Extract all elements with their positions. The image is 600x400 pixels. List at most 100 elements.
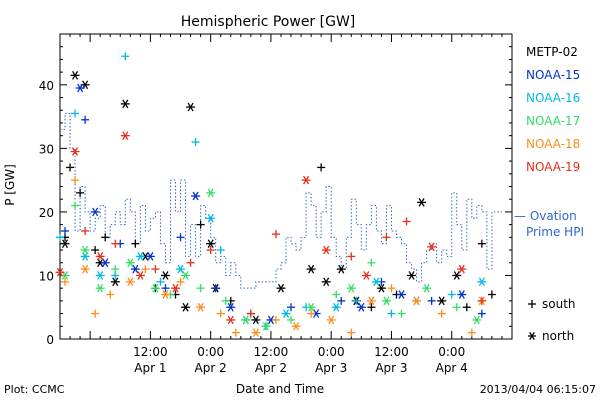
data-point-south [196, 284, 205, 293]
data-point-south [447, 290, 456, 299]
data-point-north [321, 277, 331, 287]
data-point-south [367, 303, 376, 312]
data-point-north [306, 302, 316, 312]
data-point-north [120, 99, 130, 109]
x-tick-date-label: Apr 4 [436, 361, 468, 375]
data-point-north [70, 70, 80, 80]
data-point-north [55, 267, 65, 277]
ovation-line [60, 112, 502, 289]
data-point-north [477, 277, 487, 287]
data-point-south [487, 290, 496, 299]
data-point-south [347, 328, 356, 337]
legend-ovation-line1: — Ovation [514, 209, 577, 223]
data-point-south [477, 239, 486, 248]
data-point-south [76, 188, 85, 197]
x-tick-time-label: 0:00 [318, 345, 345, 359]
data-point-north [397, 290, 407, 299]
data-point-south [81, 226, 90, 235]
data-point-north [60, 239, 70, 249]
data-point-north [346, 283, 356, 293]
chart-title: Hemispheric Power [GW] [181, 14, 356, 30]
data-point-north [457, 264, 467, 274]
data-point-south [56, 233, 64, 242]
data-point-north [206, 239, 216, 249]
y-axis: 0 10 20 30 40 [39, 33, 512, 347]
data-point-north [80, 245, 90, 255]
x-tick-time-label: 0:00 [197, 345, 224, 359]
data-point-north [412, 296, 422, 306]
data-point-north [135, 271, 145, 280]
data-point-north [196, 302, 206, 312]
x-tick-time-label: 12:00 [374, 345, 409, 359]
data-point-north [150, 283, 160, 293]
data-point-north [291, 321, 301, 331]
data-point-north [145, 252, 155, 261]
data-point-north [75, 83, 85, 93]
data-point-north [120, 131, 130, 141]
data-point-south [91, 309, 100, 318]
data-point-north [206, 188, 216, 198]
data-point-north [171, 283, 181, 293]
x-axis: 12:00 Apr 1 0:00 Apr 2 12:00 Apr 2 0:00 Apr 3 12… [59, 34, 513, 375]
legend-ovation-line2: Prime HPI [526, 225, 584, 239]
x-tick-date-label: Apr 3 [375, 361, 407, 375]
data-point-south [61, 277, 70, 286]
data-point-south [196, 220, 205, 229]
data-point-south [176, 277, 185, 286]
legend-entry: NOAA-19 [526, 160, 580, 174]
data-point-north [191, 191, 201, 201]
data-point-north [80, 264, 90, 274]
data-point-south [387, 284, 396, 293]
y-tick-label: 30 [39, 142, 54, 156]
data-point-north [422, 283, 432, 293]
data-point-south [287, 315, 296, 324]
data-point-north [226, 315, 236, 325]
data-point-north [251, 315, 261, 325]
legend-entry: NOAA-16 [526, 91, 580, 105]
legend-entry: METP-02 [526, 45, 578, 59]
plot-credit: Plot: CCMC [4, 383, 65, 396]
data-point-north [241, 315, 251, 325]
data-point-south [337, 296, 346, 305]
data-point-south [402, 217, 411, 226]
legend: METP-02 NOAA-15 NOAA-16 NOAA-17 NOAA-18 NOAA-… [514, 45, 584, 343]
data-point-south [121, 52, 130, 61]
data-points [55, 52, 496, 337]
data-point-south [477, 309, 486, 318]
data-point-north [376, 283, 386, 293]
data-point-north [427, 242, 437, 252]
data-point-north [181, 271, 191, 280]
marker-legend-label: south [542, 297, 576, 311]
data-point-north [276, 283, 286, 293]
data-point-north [110, 277, 120, 287]
data-point-south [156, 277, 165, 286]
marker-legend-label: north [542, 329, 574, 343]
data-point-south [141, 265, 150, 274]
data-point-south [367, 258, 376, 267]
asterisk-marker-icon [528, 332, 536, 340]
data-point-south [427, 296, 436, 305]
data-point-north [361, 271, 371, 280]
y-tick-label: 40 [39, 79, 54, 93]
legend-entry: NOAA-18 [526, 137, 580, 151]
data-point-north [100, 258, 110, 268]
data-point-south [307, 309, 316, 318]
data-point-south [71, 201, 80, 210]
data-point-south [81, 115, 90, 124]
y-axis-label: P [GW] [3, 164, 17, 206]
data-point-south [462, 303, 471, 312]
data-point-north [371, 277, 381, 287]
data-point-north [306, 264, 316, 274]
x-tick-date-label: Apr 3 [315, 361, 347, 375]
data-point-north [336, 264, 346, 274]
legend-entry: NOAA-17 [526, 114, 580, 128]
data-point-south [477, 296, 486, 305]
data-point-north [261, 321, 271, 331]
data-point-south [397, 309, 406, 318]
data-point-south [467, 328, 476, 337]
data-point-north [251, 328, 261, 337]
x-tick-time-label: 12:00 [254, 345, 289, 359]
data-point-south [211, 284, 220, 293]
